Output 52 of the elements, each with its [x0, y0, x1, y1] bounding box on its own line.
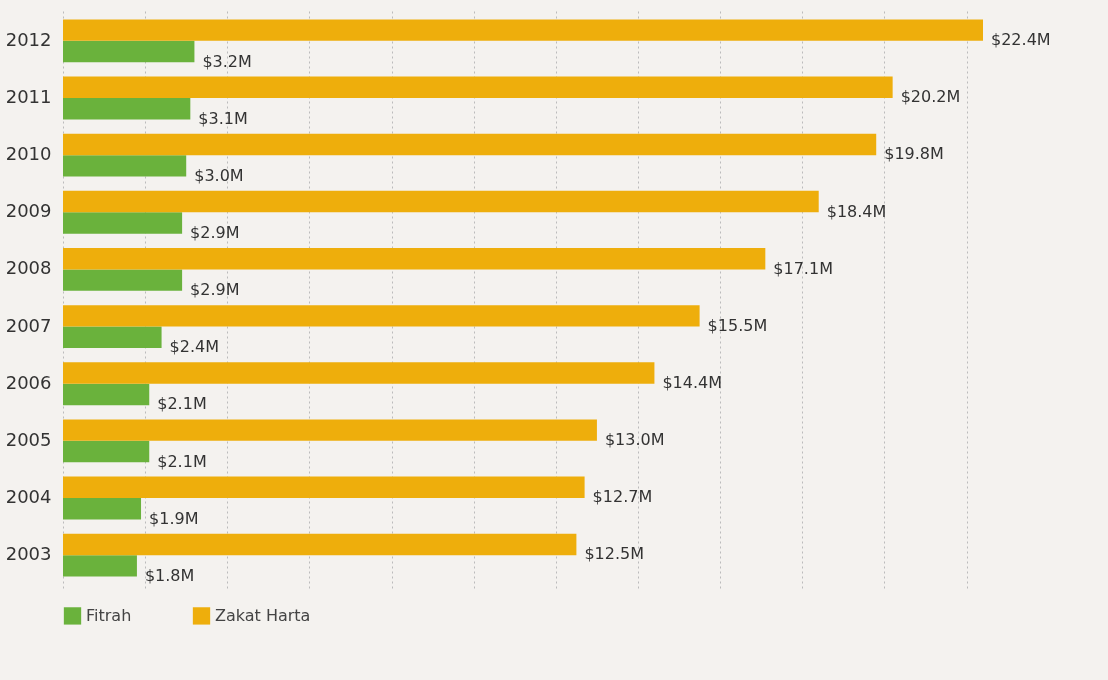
data-label: $13.0M [604, 430, 665, 450]
data-label: $15.5M [707, 315, 768, 335]
bar [63, 190, 819, 213]
bar [63, 440, 150, 463]
data-label: $2.9M [190, 280, 240, 300]
bar [63, 76, 893, 98]
bar [63, 419, 597, 441]
legend-label: Fitrah [86, 605, 132, 625]
data-label: $19.8M [884, 144, 944, 164]
bar [63, 40, 195, 63]
bar [63, 533, 577, 556]
bar [63, 133, 877, 156]
data-label: $22.4M [991, 30, 1051, 50]
data-label: $1.8M [144, 565, 195, 585]
data-label: $18.4M [826, 201, 887, 221]
bar [63, 498, 142, 520]
data-label: $14.4M [662, 373, 723, 392]
bar [63, 98, 191, 120]
y-tick-label: 2008 [5, 257, 52, 279]
bar [63, 305, 700, 327]
data-label: $2.4M [169, 337, 220, 357]
bar [63, 383, 150, 406]
bar [63, 555, 137, 577]
data-label: $3.1M [198, 108, 248, 128]
data-label: $2.1M [157, 394, 207, 414]
bar [63, 476, 585, 498]
y-tick-label: 2003 [5, 543, 52, 565]
data-label: $12.5M [584, 544, 644, 564]
y-tick-label: 2009 [5, 200, 52, 222]
y-tick-label: 2012 [5, 28, 52, 50]
data-label: $2.9M [190, 223, 240, 242]
legend-label: Zakat Harta [215, 605, 311, 625]
bar [63, 155, 187, 177]
y-tick-label: 2007 [5, 314, 52, 336]
bar [63, 19, 983, 41]
data-label: $3.0M [194, 165, 244, 185]
bar [63, 362, 655, 384]
data-label: $2.1M [157, 451, 207, 471]
data-label: $20.2M [900, 87, 961, 107]
bar [63, 212, 183, 234]
y-tick-label: 2004 [5, 486, 52, 507]
bar [63, 326, 162, 348]
y-tick-label: 2010 [5, 143, 52, 165]
data-label: $3.2M [202, 51, 252, 71]
bar [63, 269, 183, 291]
y-tick-label: 2006 [5, 371, 52, 393]
data-label: $12.7M [592, 487, 653, 507]
y-tick-label: 2011 [5, 86, 52, 107]
bar [63, 248, 766, 270]
data-label: $1.9M [149, 508, 199, 528]
data-label: $17.1M [773, 258, 833, 278]
y-tick-label: 2005 [5, 428, 52, 450]
